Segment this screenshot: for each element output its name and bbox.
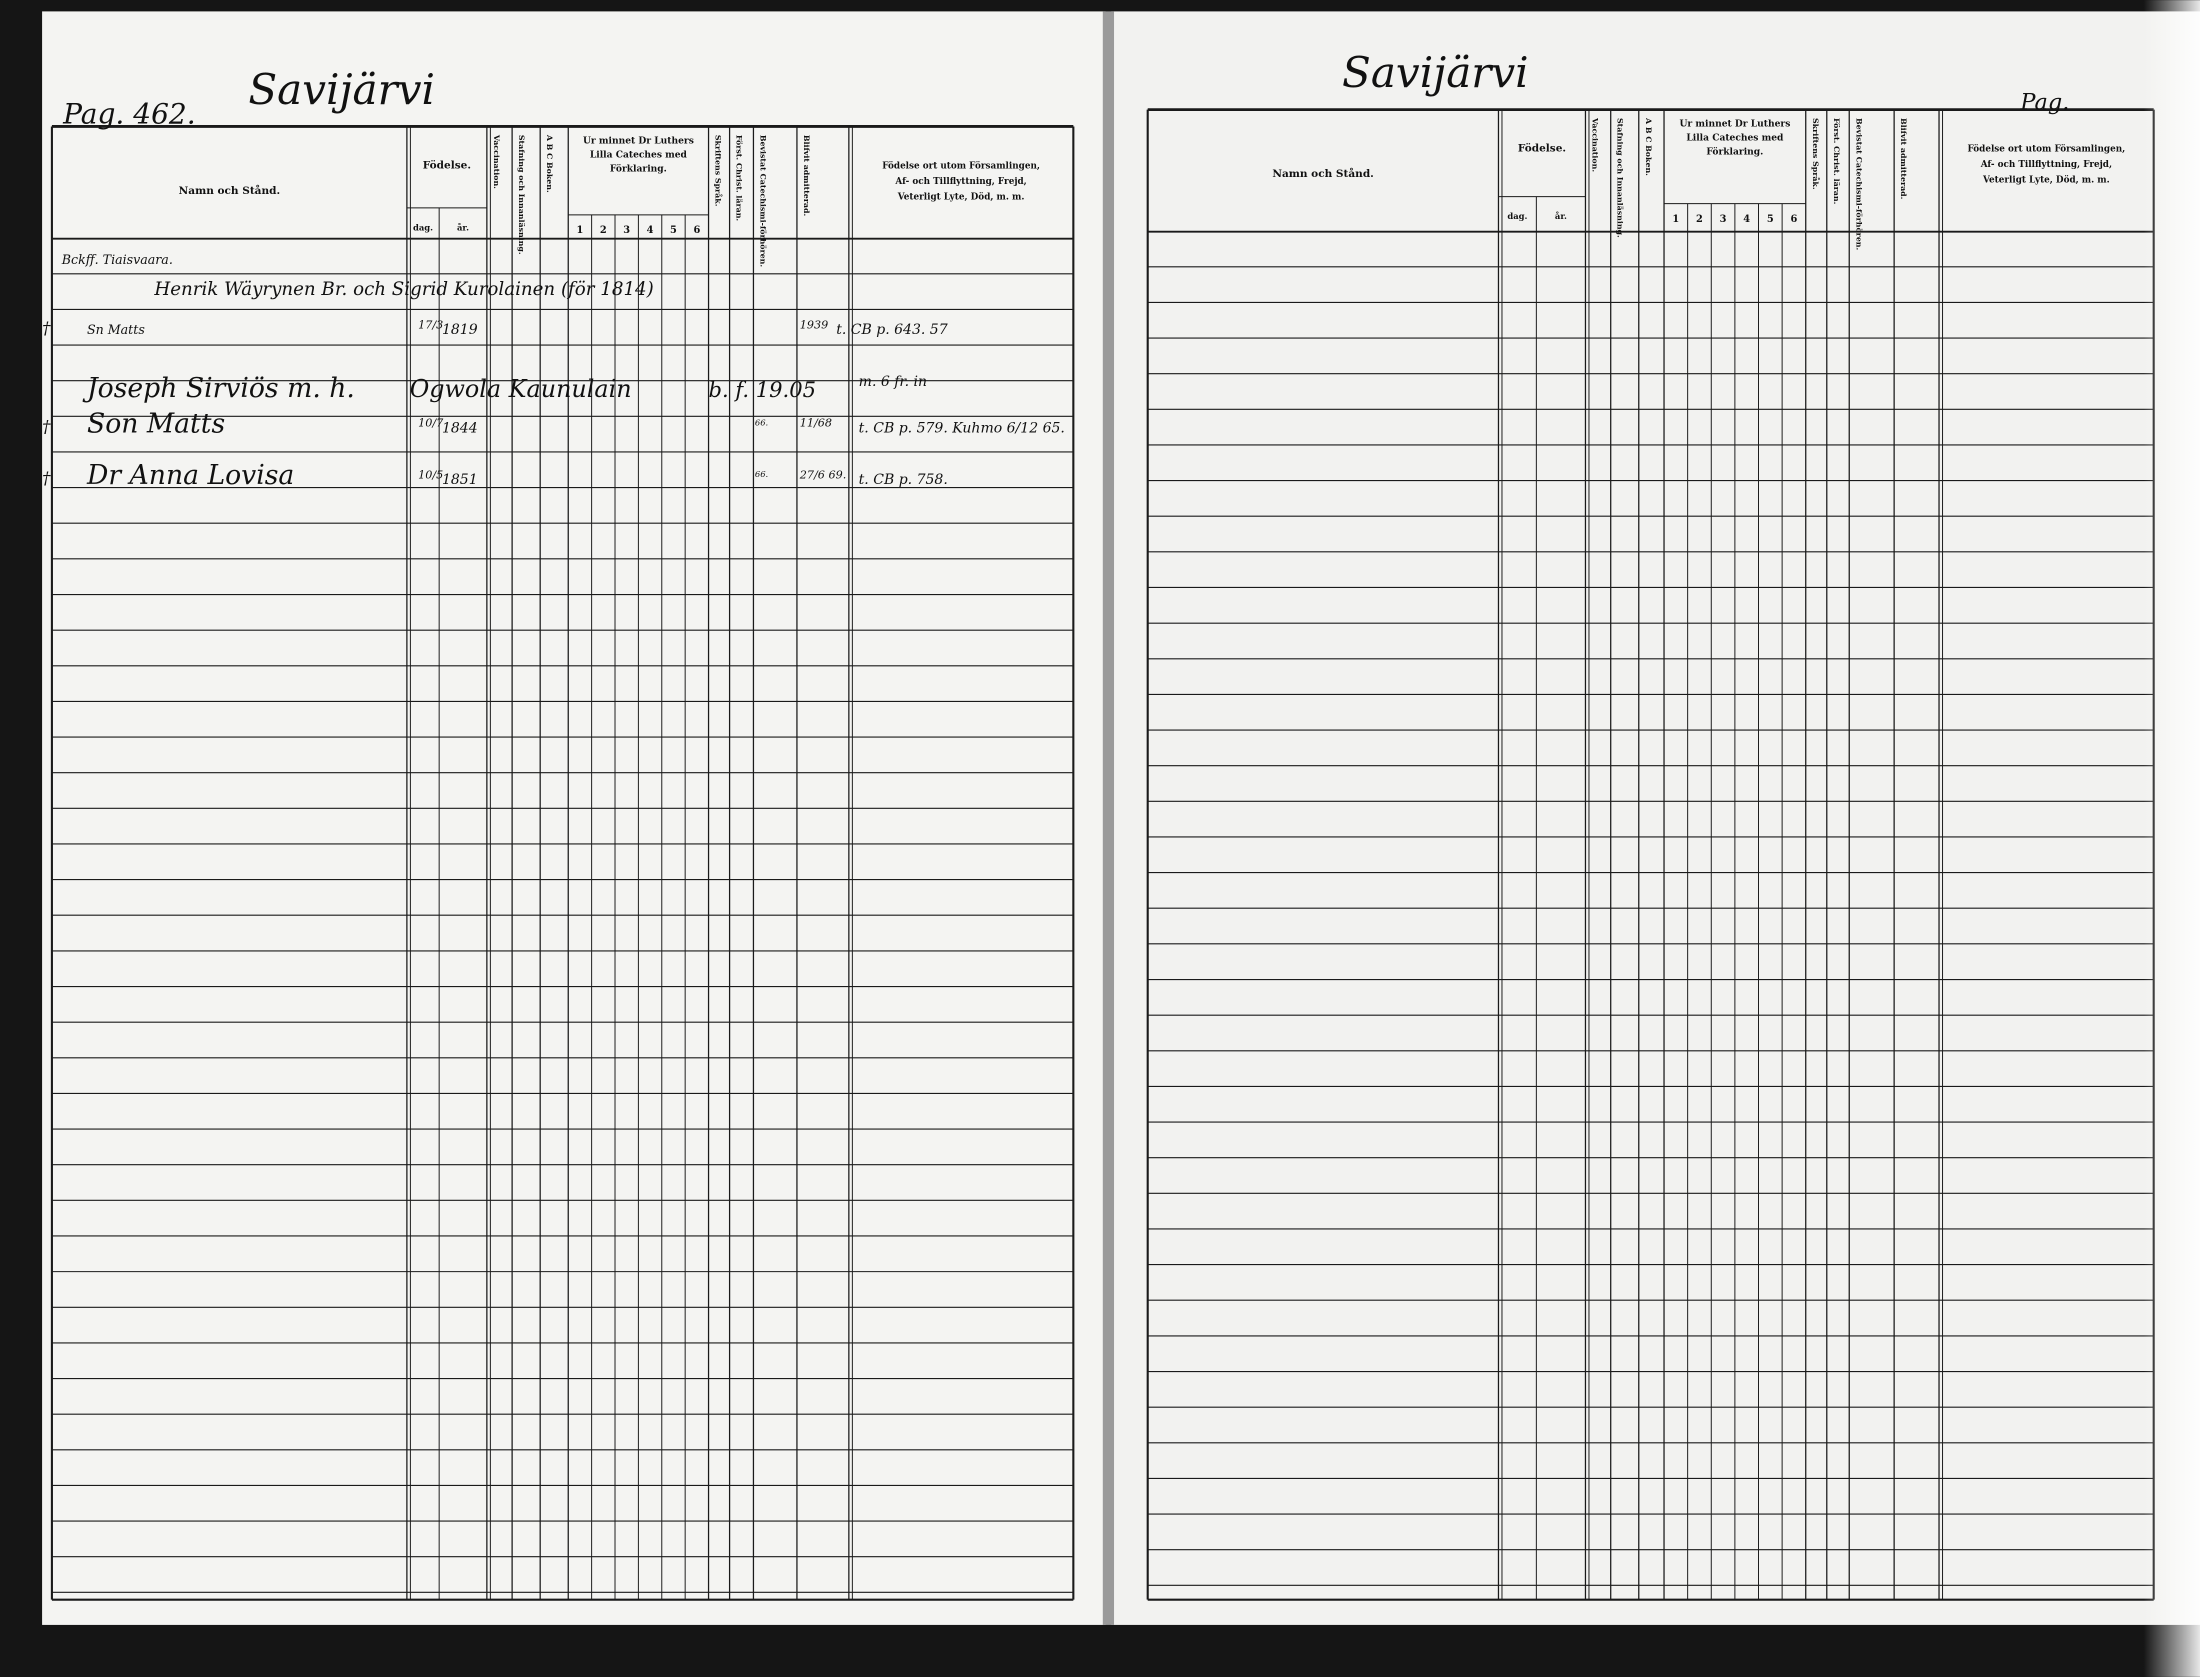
entry-admitted: 11/68: [800, 417, 832, 430]
entry-remarks: t. CB p. 758.: [859, 472, 948, 488]
catechism-subcolumn-label: 3: [1720, 214, 1727, 225]
village-title: Savijärvi: [248, 65, 435, 114]
catechism-subcolumn-label: 4: [1743, 214, 1750, 225]
catechism-subcolumn-label: 5: [670, 225, 677, 236]
catechism-subcolumn-label: 1: [1672, 214, 1679, 225]
catechism-subcolumn-label: 4: [647, 225, 654, 236]
entry-birth-year: 1851: [442, 472, 478, 488]
admitted-column-header: Blifvit admitterad.: [802, 135, 811, 217]
margin-mark: †: [42, 468, 51, 488]
entry-admitted: 1939: [800, 318, 829, 331]
entry-remarks: t. CB p. 579. Kuhmo 6/12 65.: [859, 420, 1065, 436]
name-column-header: Namn och Stånd.: [179, 184, 281, 197]
remarks-column-header: Veterligt Lyte, Död, m. m.: [897, 191, 1025, 202]
catechism-column-header: Ur minnet Dr Luthers: [583, 135, 694, 146]
catechism-column-header: Ur minnet Dr Luthers: [1679, 118, 1790, 129]
entry-name: Son Matts: [87, 408, 225, 439]
entry-birth-day: 10/7: [418, 417, 444, 430]
entry-birthplace: Ogwola Kaunulain: [410, 375, 632, 403]
birth-year-header: år.: [457, 221, 469, 232]
name-column-header: Namn och Stånd.: [1272, 167, 1374, 180]
birth-year-header: år.: [1555, 210, 1567, 221]
spelling-column-header: Stafning och Innanläsning.: [517, 135, 526, 255]
entry-birth-year: 1844: [442, 420, 478, 436]
entry-name: Sn Matts: [87, 322, 145, 337]
first_christ-column-header: Först. Christ. läran.: [735, 135, 744, 222]
abc-column-header: A B C Boken.: [1644, 117, 1653, 176]
entry-admitted: 27/6 69.: [799, 469, 847, 482]
entry-name: Dr Anna Lovisa: [86, 460, 294, 491]
entry-name: Henrik Wäyrynen Br. och Sigrid Kurolaine…: [153, 279, 653, 300]
book-gutter: [1102, 11, 1115, 1625]
remarks-column-header: Födelse ort utom Församlingen,: [882, 161, 1040, 172]
entry-birth-day: 10/5: [418, 469, 443, 482]
left-page: [42, 11, 1106, 1625]
entry-name: Bckff. Tiaisvaara.: [61, 252, 173, 267]
margin-mark: †: [42, 416, 51, 436]
vaccination-column-header: Vaccination.: [492, 134, 501, 189]
abc-column-header: A B C Boken.: [545, 134, 554, 193]
birth-column-header: Födelse.: [1518, 143, 1566, 155]
catechism-subcolumn-label: 3: [623, 225, 630, 236]
entry-remarks: m. 6 fr. in: [859, 374, 927, 390]
entry-name: Joseph Sirviös m. h.: [82, 373, 355, 404]
scripture-column-header: Skriftens Språk.: [714, 135, 723, 207]
entry-birth-year: 1819: [442, 322, 478, 338]
catechism-column-header: Lilla Cateches med: [1686, 132, 1784, 143]
entry-attended: 66.: [755, 417, 768, 427]
margin-mark: †: [42, 318, 51, 338]
attended-column-header: Bevistat Catechismi-förhören.: [758, 135, 767, 267]
scan-vignette: [1823, 0, 2200, 1677]
remarks-column-header: Af- och Tillflyttning, Frejd,: [894, 177, 1026, 187]
catechism-subcolumn-label: 6: [693, 225, 700, 236]
birth-day-header: dag.: [1507, 211, 1527, 221]
catechism-column-header: Förklaring.: [610, 163, 667, 174]
catechism-subcolumn-label: 2: [1696, 214, 1703, 225]
catechism-column-header: Lilla Cateches med: [590, 149, 688, 160]
birth-column-header: Födelse.: [423, 160, 471, 172]
catechism-column-header: Förklaring.: [1706, 147, 1763, 158]
catechism-subcolumn-label: 2: [600, 225, 607, 236]
entry-birth-day: 17/3: [418, 318, 443, 331]
scripture-column-header: Skriftens Språk.: [1811, 118, 1820, 190]
village-title: Savijärvi: [1342, 48, 1529, 97]
entry-note: b. f. 19.05: [709, 377, 816, 402]
birth-day-header: dag.: [413, 222, 433, 232]
catechism-subcolumn-label: 1: [577, 225, 584, 236]
entry-remarks: t. CB p. 643. 57: [836, 322, 947, 338]
vaccination-column-header: Vaccination.: [1590, 117, 1599, 172]
spelling-column-header: Stafning och Innanläsning.: [1616, 118, 1625, 238]
entry-attended: 66.: [755, 469, 768, 479]
catechism-subcolumn-label: 6: [1791, 214, 1798, 225]
page-number: Pag. 462.: [62, 98, 196, 131]
catechism-subcolumn-label: 5: [1767, 214, 1774, 225]
